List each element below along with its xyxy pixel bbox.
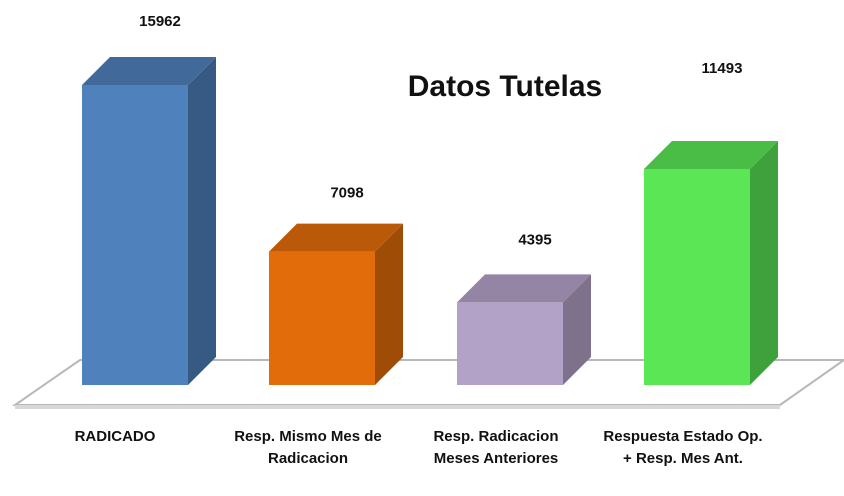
bar-top	[269, 223, 403, 252]
bar-top	[644, 140, 778, 169]
bar	[457, 302, 563, 385]
bar	[82, 85, 188, 385]
bar	[269, 251, 375, 385]
bar-side	[188, 57, 216, 385]
bar-top	[457, 274, 591, 303]
bar-side	[375, 223, 403, 385]
data-label: 7098	[330, 185, 363, 202]
x-tick-label: RADICADO	[74, 428, 156, 445]
bar-top	[82, 57, 216, 85]
x-tick-label: Respuesta Estado Op. + Resp. Mes Ant.	[603, 428, 763, 467]
data-label: 11493	[702, 60, 743, 77]
bar	[644, 168, 750, 385]
x-tick-label: Resp. Radicacion Meses Anteriores	[433, 428, 559, 467]
bar-side	[750, 140, 778, 385]
x-tick-label: Resp. Mismo Mes de Radicacion	[234, 428, 382, 467]
chart-title: Datos Tutelas	[408, 70, 603, 103]
data-label: 15962	[139, 13, 181, 30]
floor-edge	[15, 405, 780, 409]
bar-side	[563, 274, 591, 385]
data-label: 4395	[518, 231, 551, 248]
